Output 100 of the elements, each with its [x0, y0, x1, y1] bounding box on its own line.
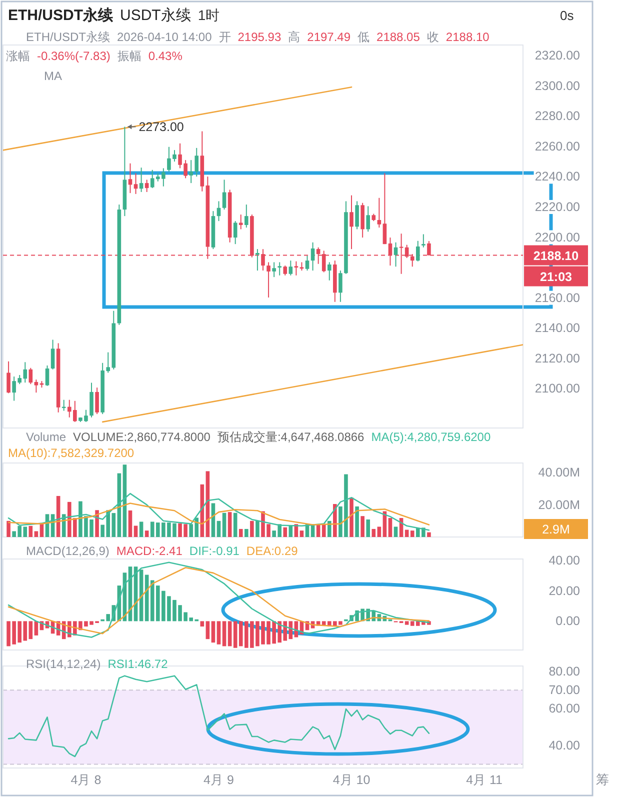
y-tick-label: 60.00: [548, 702, 580, 716]
y-tick-label: 2200.00: [534, 230, 580, 244]
bar: [134, 526, 138, 537]
bar: [366, 519, 370, 537]
text: 2195.93: [238, 30, 282, 44]
text: ETH/USDT永续: [26, 30, 110, 44]
bar: [216, 520, 221, 537]
bar: [216, 621, 221, 644]
ref-line-label: 2188.10: [533, 248, 579, 263]
series-label: MACD:-2.41: [116, 544, 183, 558]
text: 低: [358, 30, 370, 44]
text: 2.9M: [542, 522, 570, 536]
text: VOLUME:2,860,774.8000: [73, 430, 211, 444]
y-tick-label: 2160.00: [534, 290, 580, 305]
y-tick-label: 2240.00: [534, 170, 580, 184]
bar: [372, 528, 376, 537]
bar: [200, 484, 204, 537]
text: MA(10):7,582,329.7200: [8, 446, 134, 460]
text: 21:03: [540, 270, 572, 284]
bar: [322, 524, 326, 537]
text: DEA:0.29: [246, 544, 298, 558]
y-tick-label: 70.00: [548, 683, 580, 698]
text: 2188.10: [446, 30, 490, 44]
bar: [333, 504, 337, 537]
bar: [233, 512, 238, 537]
annotation: MA: [44, 69, 62, 83]
annotation: -0.36%(-7.83): [37, 49, 110, 63]
bar: [28, 621, 33, 640]
y-tick-label: 2280.00: [534, 109, 580, 124]
bar: [34, 531, 38, 537]
annotation: 振幅: [117, 49, 142, 63]
x-tick-label: 4月 11: [466, 773, 503, 787]
bar: [355, 506, 359, 537]
y-tick-label: 2260.00: [534, 139, 580, 154]
x-tick-label: 4月 9: [204, 773, 234, 787]
text: MA(5):4,280,759.6200: [371, 430, 491, 444]
bar: [206, 621, 210, 640]
bar: [410, 530, 414, 537]
bar: [427, 532, 431, 537]
bar: [377, 526, 382, 537]
chart-title: Volume: [26, 430, 66, 444]
bar: [200, 621, 204, 626]
bar: [350, 498, 354, 537]
bar: [6, 520, 10, 537]
bar: [404, 621, 409, 625]
bar: [238, 528, 243, 537]
y-tick-label: 2320.00: [534, 48, 580, 63]
y-tick-label: 20.00M: [538, 498, 580, 512]
bar: [222, 512, 226, 537]
line-series: [8, 675, 430, 758]
bar: [327, 520, 332, 537]
text: 预估成交量:4,647,468.0866: [217, 430, 365, 444]
bar: [250, 520, 254, 537]
series-label: RSI1:46.72: [108, 657, 168, 671]
chart-title: MACD(12,26,9): [26, 544, 110, 558]
x-tick-label: 4月 8: [70, 773, 102, 787]
y-tick-label: 80.00: [548, 664, 580, 679]
x-tick-label: 4月 10: [332, 773, 370, 787]
y-tick-label: 0.00: [556, 614, 580, 628]
text: 收: [426, 30, 439, 44]
series-label: DIF:-0.91: [189, 544, 240, 558]
annotation: 涨幅: [6, 49, 30, 63]
bar: [139, 522, 144, 537]
text: 0s: [560, 8, 574, 23]
y-tick-label: 2220.00: [534, 200, 580, 214]
y-tick-label: 40.00: [548, 738, 580, 753]
y-tick-label: 40.00: [548, 554, 580, 568]
text: 2026-04-10 14:00: [117, 30, 212, 44]
bar: [228, 512, 232, 537]
bar: [28, 526, 33, 537]
bar: [300, 530, 304, 537]
y-tick-label: 2140.00: [534, 321, 580, 336]
bar: [256, 520, 260, 537]
y-tick-label: 2300.00: [534, 78, 580, 93]
bar: [283, 527, 288, 537]
bar: [228, 621, 232, 646]
text: 高: [288, 30, 300, 44]
text: 2188.05: [376, 30, 420, 44]
bar: [360, 516, 364, 537]
line-series: [8, 502, 430, 526]
text: 1时: [198, 7, 220, 23]
bar: [144, 530, 149, 537]
y-tick-label: 20.00: [548, 584, 580, 598]
bar: [394, 526, 398, 537]
text: 2197.49: [307, 30, 351, 44]
bar: [244, 528, 248, 537]
bar: [388, 518, 392, 537]
y-tick-label: 40.00M: [538, 466, 580, 480]
line-series: [8, 492, 430, 531]
chart-title: ETH/USDT永续: [8, 6, 114, 24]
y-tick-label: 2100.00: [534, 382, 580, 396]
chart-subtitle: USDT永续: [120, 7, 191, 24]
text: 筹: [596, 772, 609, 787]
bar: [233, 621, 238, 648]
chart-title: RSI(14,12,24): [26, 657, 101, 671]
bar: [211, 621, 216, 643]
y-tick-label: 2120.00: [534, 351, 580, 366]
bar: [222, 621, 226, 646]
text: 开: [218, 30, 231, 44]
bar: [128, 510, 132, 537]
